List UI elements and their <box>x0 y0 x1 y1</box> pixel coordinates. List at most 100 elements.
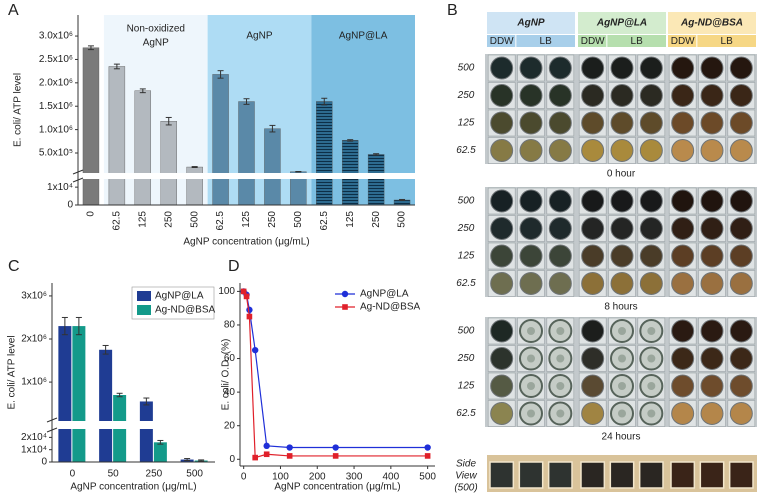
x-tick-label: 62.5 <box>112 211 123 231</box>
well <box>700 347 724 370</box>
well <box>639 56 663 80</box>
side-view-tube <box>728 461 754 489</box>
well <box>639 84 663 107</box>
x-tick-label: 250 <box>267 211 278 228</box>
well <box>519 244 543 268</box>
y-tick-label: 2.0x10⁶ <box>39 77 73 88</box>
well <box>610 217 634 240</box>
bar <box>367 154 385 206</box>
well <box>700 189 724 213</box>
point <box>332 444 339 451</box>
row-label: 125 <box>458 118 475 129</box>
point <box>263 451 270 458</box>
series-line <box>243 291 428 449</box>
well <box>671 402 695 425</box>
x-tick-label: 100 <box>272 472 289 483</box>
well <box>610 244 634 268</box>
x-axis-title: AgNP concentration (μg/mL) <box>70 482 196 493</box>
x-tick-label: 400 <box>383 472 400 483</box>
bar <box>139 401 153 462</box>
side-view-tube <box>699 461 725 489</box>
well-center <box>618 327 626 335</box>
well-center <box>527 354 535 363</box>
row-label: 62.5 <box>456 278 476 289</box>
side-view-tube <box>580 461 606 489</box>
well <box>700 272 724 295</box>
y-tick-label: 2.5x10⁶ <box>39 54 73 65</box>
well <box>700 139 724 162</box>
well <box>671 244 695 268</box>
well <box>610 111 634 135</box>
well-center <box>647 327 656 335</box>
point <box>286 453 293 459</box>
point <box>263 442 270 450</box>
legend-swatch <box>137 291 151 301</box>
well <box>639 217 663 240</box>
group-label: AgNP@LA <box>339 31 388 42</box>
bar <box>58 326 72 462</box>
x-tick-label: 50 <box>108 469 120 480</box>
well <box>729 374 753 398</box>
well <box>729 272 753 295</box>
bar <box>153 442 167 462</box>
bar <box>99 349 113 462</box>
well <box>490 217 514 240</box>
well <box>729 244 753 268</box>
well <box>729 402 753 425</box>
well <box>581 217 605 240</box>
well <box>490 402 514 425</box>
group-label: Non-oxidized <box>127 24 185 35</box>
time-label: 24 hours <box>602 432 641 443</box>
row-label: 125 <box>458 251 475 262</box>
group-header <box>668 12 756 34</box>
well <box>490 272 514 295</box>
well <box>700 319 724 343</box>
group-header-label: Ag-ND@BSA <box>680 18 743 29</box>
x-axis-title: AgNP concentration (μg/mL) <box>183 237 309 248</box>
y-tick-label: 1.5x10⁶ <box>39 101 73 112</box>
point <box>424 453 431 459</box>
well <box>700 111 724 135</box>
well <box>548 189 572 213</box>
well <box>671 84 695 107</box>
x-tick-label: 200 <box>309 472 326 483</box>
x-tick-label: 0 <box>70 469 76 480</box>
well <box>581 139 605 162</box>
bar <box>264 128 281 206</box>
well <box>490 84 514 107</box>
x-tick-label: 500 <box>186 469 203 480</box>
well-center <box>556 409 565 418</box>
well <box>610 139 634 162</box>
panel-label: B <box>447 2 458 19</box>
well <box>639 272 663 295</box>
x-tick-label: 300 <box>346 472 363 483</box>
media-label: LB <box>631 36 644 47</box>
well <box>700 244 724 268</box>
well <box>519 111 543 135</box>
y-tick-label: 3x10⁶ <box>21 291 47 302</box>
well <box>581 244 605 268</box>
bar <box>316 101 333 206</box>
well-center <box>556 327 565 335</box>
point <box>332 453 339 459</box>
well <box>700 374 724 398</box>
well <box>671 374 695 398</box>
well <box>610 272 634 295</box>
legend-marker <box>341 290 349 298</box>
x-tick-label: 62.5 <box>215 211 226 231</box>
point <box>240 288 247 295</box>
bar <box>186 166 203 206</box>
y-tick-label: 1.0x10⁶ <box>39 124 73 135</box>
media-header <box>578 35 607 47</box>
x-tick-label: 125 <box>241 211 252 228</box>
x-tick-label: 250 <box>163 211 174 228</box>
well-center <box>527 382 535 390</box>
point <box>246 313 253 320</box>
well <box>671 347 695 370</box>
group-header-label: AgNP@LA <box>596 18 647 29</box>
well <box>671 319 695 343</box>
y-axis-title: E. coli/ ATP level <box>7 335 18 409</box>
well <box>548 217 572 240</box>
well <box>639 139 663 162</box>
bar <box>238 101 255 206</box>
